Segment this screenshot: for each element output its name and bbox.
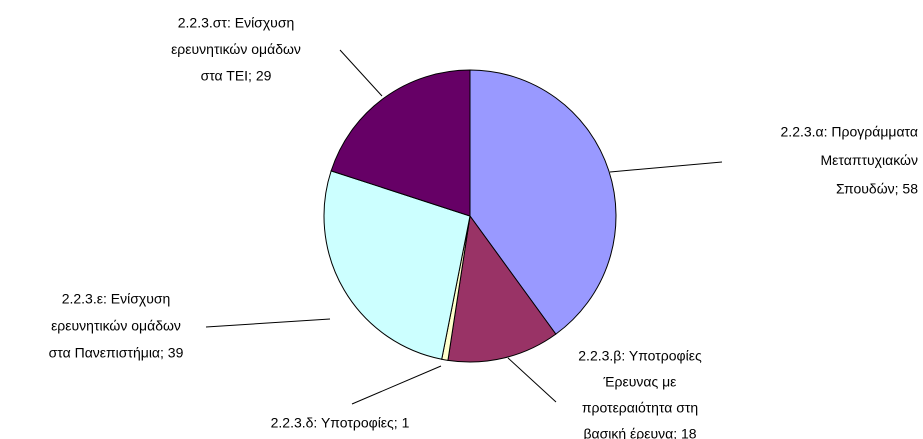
slice-label: ερευνητικών ομάδων (51, 318, 181, 334)
slice-label: βασική έρευνα; 18 (583, 426, 696, 439)
leader-line (351, 365, 442, 405)
slice-label: Μεταπτυχιακών (821, 152, 919, 168)
slice-label: 2.2.3.ε: Ενίσχυση (62, 291, 171, 307)
slice-label: 2.2.3.α: Προγράμματα (781, 124, 918, 140)
leader-line (339, 49, 383, 97)
leader-line (609, 161, 723, 173)
slice-label: 2.2.3.στ: Ενίσχυση (178, 15, 295, 31)
pie-slice (447, 214, 557, 363)
slice-label: Σπουδών; 58 (836, 181, 918, 197)
leader-line (507, 357, 557, 403)
slice-label: 2.2.3.β: Υποτροφίες (578, 348, 702, 364)
slice-label: ερευνητικών ομάδων (171, 41, 301, 57)
pie-slice (330, 69, 471, 217)
slice-label: στα ΤΕΙ; 29 (201, 68, 272, 84)
leader-line (205, 318, 331, 328)
slice-label: Έρευνας με (603, 374, 677, 390)
pie-slice (323, 170, 471, 360)
slice-label: προτεραιότητα στη (582, 400, 698, 416)
slice-label: στα Πανεπιστήμια; 39 (49, 345, 184, 361)
slice-label: 2.2.3.δ: Υποτροφίες; 1 (271, 415, 410, 431)
pie-slice (469, 69, 617, 335)
